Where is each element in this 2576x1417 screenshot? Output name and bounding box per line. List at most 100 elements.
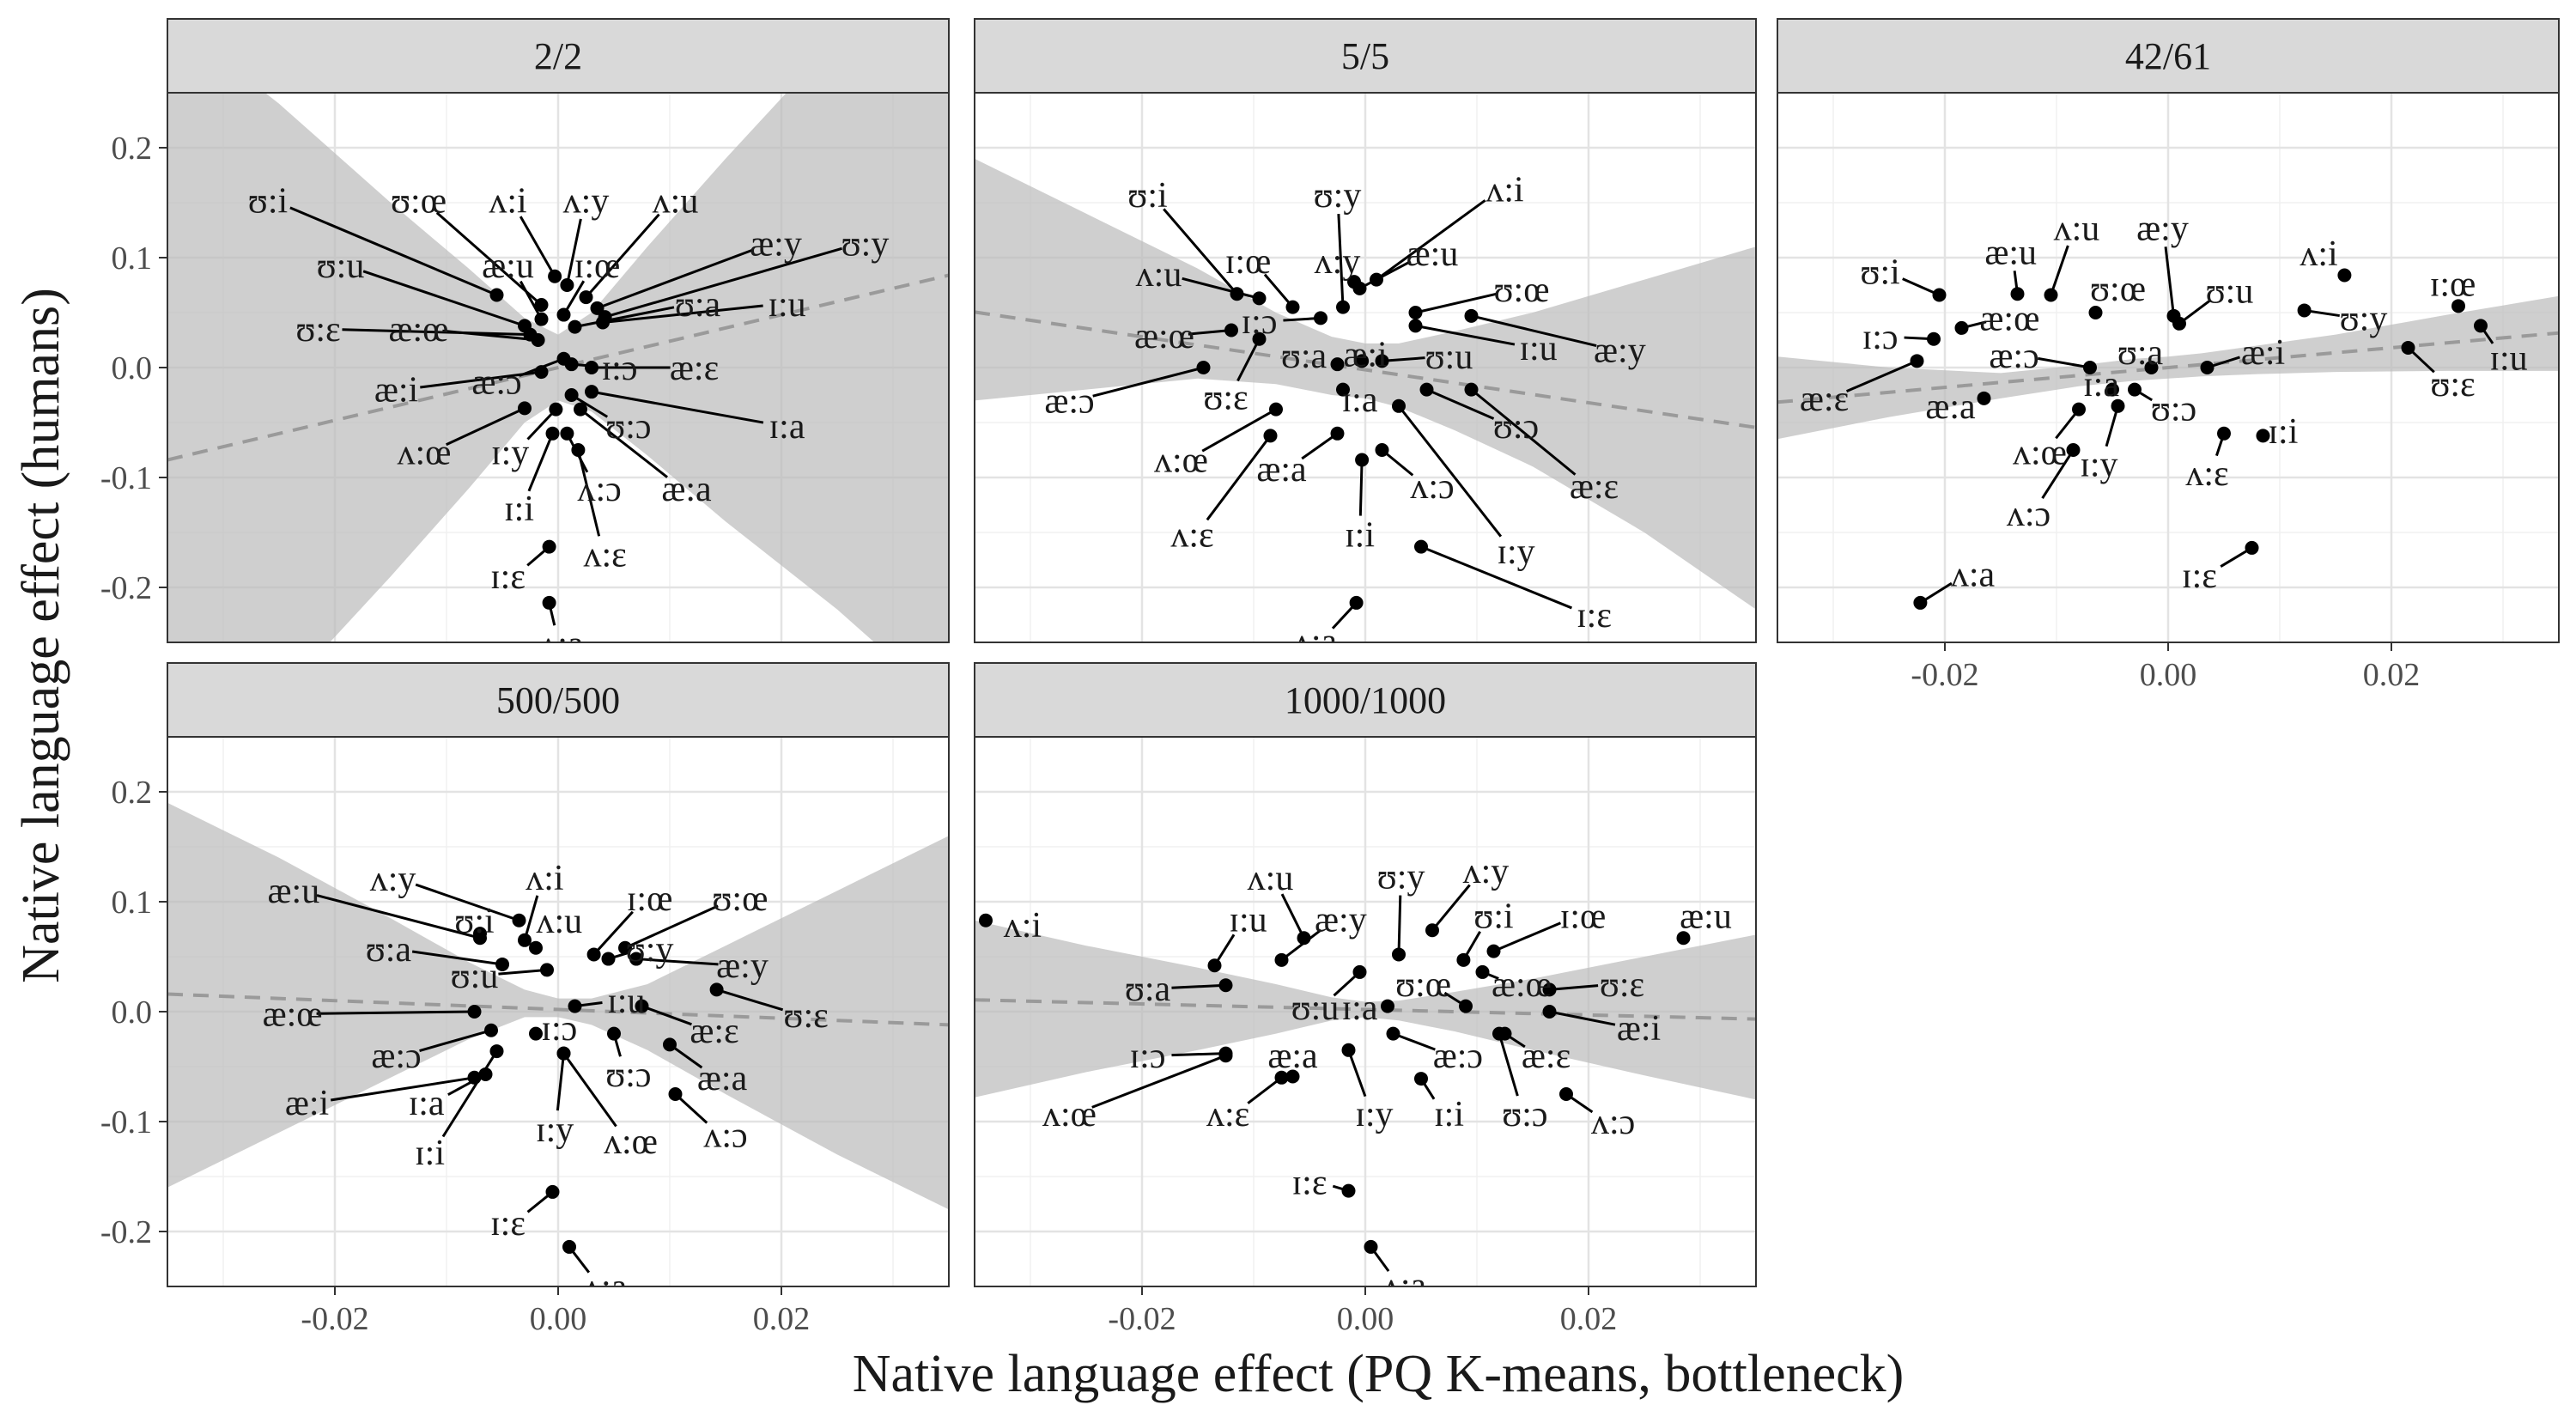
point-label: æ:y	[750, 224, 802, 264]
panel: 500/500 æ:u ʌ:y ʊ:i ʌ:i ʌ:u ɪ:œ ʊ:œ ʊ:y ʊ:a ʊ:u æ:y…	[100, 662, 950, 1337]
data-point	[1352, 281, 1367, 295]
data-point	[2297, 303, 2312, 318]
data-point	[531, 333, 545, 347]
label-leader-line	[330, 1076, 475, 1102]
data-point	[1408, 306, 1423, 319]
point-label: ʊ:œ	[1493, 271, 1549, 310]
label-leader-line	[591, 390, 764, 424]
point-label: ʌ:u	[653, 181, 699, 221]
facet-strip	[1777, 18, 2560, 94]
data-point	[1464, 382, 1479, 397]
data-point	[1408, 319, 1423, 333]
point-label: æ:i	[374, 371, 418, 411]
data-point	[1224, 323, 1238, 338]
data-point	[1352, 964, 1367, 979]
point-label: ɪ:u	[2489, 338, 2527, 378]
point-label: ʌ:i	[526, 859, 563, 898]
label-leader-line	[1358, 459, 1364, 516]
label-leader-line	[1171, 1052, 1226, 1057]
point-label: ʊ:ɔ	[605, 407, 651, 447]
point-label: ɪ:y	[491, 434, 529, 473]
data-point	[1218, 978, 1233, 993]
label-leader-line	[316, 1010, 475, 1015]
data-point	[668, 1087, 683, 1101]
data-point	[2401, 340, 2415, 355]
point-label: ʌ:y	[370, 860, 416, 899]
point-label: ɪ:œ	[627, 879, 673, 919]
point-label: æ:y	[2136, 209, 2189, 248]
point-label: ʊ:ɔ	[1493, 407, 1539, 447]
x-axis-title: Native language effect (PQ K-means, bott…	[853, 1345, 1905, 1403]
point-label: ɪ:œ	[1225, 242, 1272, 282]
data-point	[607, 1026, 621, 1041]
point-label: æ:a	[697, 1059, 748, 1098]
point-label: æ:i	[2241, 333, 2285, 373]
y-axis-title: Native language effect (humans)	[12, 288, 70, 983]
label-leader-line	[716, 988, 784, 1012]
y-tick-label: -0.2	[100, 1214, 152, 1250]
data-point	[473, 927, 487, 941]
data-point	[484, 1023, 498, 1037]
point-label: ʊ:ε	[2430, 365, 2475, 404]
label-leader-line	[2164, 246, 2175, 317]
label-leader-line	[1415, 292, 1498, 314]
label-leader-line	[362, 270, 526, 327]
point-label: ʊ:y	[2340, 299, 2388, 338]
label-leader-line	[1347, 1049, 1367, 1098]
point-label: ʌ:œ	[604, 1122, 658, 1162]
label-leader-line	[316, 894, 481, 940]
label-leader-line	[1376, 199, 1486, 281]
x-tick-label: -0.02	[1911, 657, 1978, 693]
point-label: ʌ:ɔ	[1410, 467, 1454, 507]
point-label: ʌ:y	[563, 181, 610, 221]
label-leader-line	[519, 216, 556, 277]
data-point	[1492, 1026, 1506, 1041]
data-point	[586, 947, 601, 962]
data-point	[1375, 443, 1389, 457]
point-label: ʊ:y	[1314, 176, 1362, 216]
data-point	[1927, 331, 1941, 346]
point-label: ʌ:y	[1315, 242, 1361, 282]
point-label: æ:u	[268, 872, 320, 911]
point-label: ʌ:a	[1951, 556, 1996, 595]
point-label: ʊ:u	[1425, 338, 1473, 377]
label-leader-line	[1301, 432, 1339, 460]
label-leader-line	[565, 218, 582, 286]
trend-line	[975, 310, 1756, 429]
point-label: ʊ:y	[1377, 858, 1425, 897]
data-point	[495, 957, 509, 971]
data-point	[529, 1026, 543, 1041]
point-label: ɪ:y	[536, 1110, 574, 1150]
data-point	[629, 952, 643, 966]
point-label: ɪ:ɔ	[602, 349, 638, 388]
label-leader-line	[641, 1005, 692, 1026]
label-leader-line	[498, 968, 548, 976]
data-point	[2337, 268, 2352, 283]
y-tick-label: -0.2	[100, 570, 152, 606]
label-leader-line	[556, 1053, 565, 1111]
x-tick-label: 0.02	[2363, 657, 2421, 693]
point-label: ʌ:y	[1463, 852, 1510, 891]
data-point	[556, 307, 571, 322]
label-leader-line	[1201, 408, 1277, 453]
data-point	[2200, 361, 2215, 374]
point-label: ɪ:i	[1434, 1095, 1464, 1134]
x-tick-label: 0.00	[1337, 1301, 1394, 1337]
point-label: ʊ:y	[626, 930, 674, 970]
point-label: æ:a	[1925, 387, 1976, 427]
point-label: ʊ:y	[841, 224, 890, 264]
point-label: æ:a	[1256, 450, 1307, 490]
point-label: ɪ:i	[2268, 412, 2298, 452]
data-point	[1207, 958, 1222, 973]
label-leader-line	[2041, 449, 2075, 500]
data-point	[1218, 1049, 1233, 1063]
label-leader-line	[1263, 273, 1294, 308]
data-point	[585, 361, 598, 374]
point-label: ɪ:ε	[490, 557, 526, 597]
point-label: ʌ:i	[2300, 234, 2337, 274]
x-tick-label: 0.00	[530, 1301, 587, 1337]
y-tick-label: 0.1	[112, 885, 153, 921]
point-label: æ:œ	[263, 995, 323, 1035]
y-tick-label: 0.0	[112, 350, 153, 386]
point-label: ʊ:u	[1291, 988, 1340, 1028]
